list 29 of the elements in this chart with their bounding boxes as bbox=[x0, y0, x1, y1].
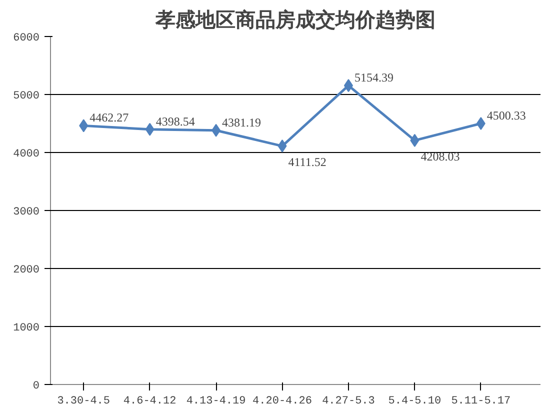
x-tick-label: 5.11-5.17 bbox=[451, 396, 511, 408]
point bbox=[344, 79, 353, 92]
point bbox=[410, 134, 420, 147]
data-label: 4398.54 bbox=[156, 114, 195, 128]
x-tick-label: 4.13-4.19 bbox=[186, 396, 246, 408]
point bbox=[212, 124, 221, 137]
x-tick-label: 4.27-5.3 bbox=[322, 396, 375, 408]
data-label: 4500.33 bbox=[486, 108, 526, 122]
point bbox=[79, 119, 88, 132]
y-tick-label: 4000 bbox=[13, 148, 40, 160]
y-tick-label: 3000 bbox=[13, 206, 40, 218]
y-tick-label: 2000 bbox=[13, 264, 40, 276]
y-tick-label: 0 bbox=[32, 380, 40, 392]
data-label: 4111.52 bbox=[288, 155, 326, 170]
chart-title: 孝感地区商品房成交均价趋势图 bbox=[154, 8, 436, 32]
data-label: 4381.19 bbox=[222, 115, 262, 130]
y-tick-label: 6000 bbox=[13, 32, 40, 44]
y-tick-label: 1000 bbox=[13, 322, 40, 334]
x-tick-label: 5.4-5.10 bbox=[388, 396, 442, 408]
x-tick-label: 3.30-4.5 bbox=[57, 396, 110, 408]
data-label: 4462.27 bbox=[90, 110, 129, 125]
x-tick-label: 4.6-4.12 bbox=[123, 396, 176, 408]
point bbox=[278, 140, 287, 153]
y-tick-label: 5000 bbox=[13, 90, 40, 102]
data-label: 5154.39 bbox=[354, 70, 394, 85]
x-tick-label: 4.20-4.26 bbox=[252, 396, 312, 408]
point bbox=[145, 122, 154, 136]
data-label: 4208.03 bbox=[420, 149, 460, 164]
point bbox=[476, 116, 486, 130]
